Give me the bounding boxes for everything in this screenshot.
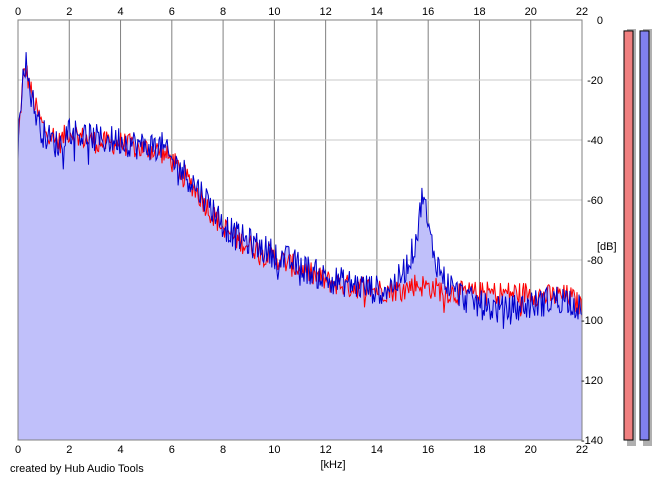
x-tick-top-2: 4 — [117, 6, 123, 18]
spectrum-area-fill — [18, 52, 582, 440]
y-tick-6: -120 — [581, 375, 603, 387]
x-tick-bottom-0: 0 — [15, 444, 21, 456]
x-tick-bottom-5: 10 — [268, 444, 280, 456]
level-meters — [623, 29, 652, 446]
x-tick-bottom-11: 22 — [576, 444, 588, 456]
x-tick-top-11: 22 — [576, 6, 588, 18]
x-tick-bottom-7: 14 — [371, 444, 383, 456]
y-tick-1: -20 — [587, 75, 603, 87]
y-axis-label: [dB] — [597, 241, 617, 253]
y-tick-3: -60 — [587, 195, 603, 207]
meter-left-bar — [623, 30, 634, 441]
x-tick-bottom-1: 2 — [66, 444, 72, 456]
series-line-blue — [17, 52, 583, 329]
credit-text: created by Hub Audio Tools — [10, 463, 144, 475]
y-tick-5: -100 — [581, 315, 603, 327]
x-tick-bottom-10: 20 — [525, 444, 537, 456]
x-tick-bottom-6: 12 — [320, 444, 332, 456]
x-tick-top-3: 6 — [169, 6, 175, 18]
x-tick-bottom-8: 16 — [422, 444, 434, 456]
x-tick-bottom-9: 18 — [473, 444, 485, 456]
x-tick-top-8: 16 — [422, 6, 434, 18]
y-tick-7: -140 — [581, 435, 603, 447]
x-axis-top-labels: 0 2 4 6 8 10 12 14 16 18 20 22 — [15, 6, 588, 18]
y-axis-labels: 0 -20 -40 -60 -80 -100 -120 -140 — [581, 15, 603, 447]
y-tick-2: -40 — [587, 135, 603, 147]
plot-frame — [17, 19, 583, 441]
y-tick-0: 0 — [597, 15, 603, 27]
x-tick-top-4: 8 — [220, 6, 226, 18]
x-tick-bottom-4: 8 — [220, 444, 226, 456]
x-tick-top-0: 0 — [15, 6, 21, 18]
x-tick-top-6: 12 — [320, 6, 332, 18]
meter-right-bar — [639, 30, 650, 441]
x-tick-top-1: 2 — [66, 6, 72, 18]
x-axis-bottom-labels: 0 2 4 6 8 10 12 14 16 18 20 22 — [15, 444, 588, 456]
series-layer — [17, 52, 583, 329]
x-axis-label: [kHz] — [320, 459, 345, 471]
x-tick-bottom-3: 6 — [169, 444, 175, 456]
x-tick-top-9: 18 — [473, 6, 485, 18]
x-tick-top-5: 10 — [268, 6, 280, 18]
x-tick-top-7: 14 — [371, 6, 383, 18]
y-tick-4: -80 — [587, 255, 603, 267]
x-tick-top-10: 20 — [525, 6, 537, 18]
x-tick-bottom-2: 4 — [117, 444, 123, 456]
